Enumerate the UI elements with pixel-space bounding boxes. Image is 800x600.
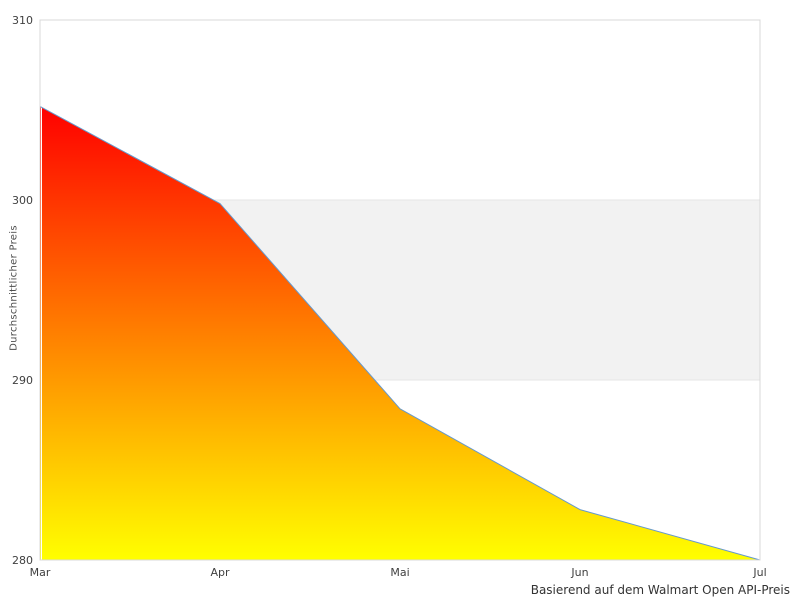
y-axis-title: Durchschnittlicher Preis: [8, 225, 20, 351]
y-tick-label: 300: [12, 194, 33, 207]
y-tick-label: 280: [12, 554, 33, 567]
x-tick-label: Mai: [390, 566, 409, 579]
x-tick-label: Jul: [752, 566, 766, 579]
y-tick-label: 310: [12, 14, 33, 27]
chart-caption: Basierend auf dem Walmart Open API-Preis: [530, 583, 790, 597]
price-line: [39, 105, 761, 561]
x-tick-label: Apr: [210, 566, 230, 579]
y-tick-label: 290: [12, 374, 33, 387]
price-area: [40, 106, 760, 561]
x-tick-label: Jun: [570, 566, 588, 579]
x-tick-label: Mar: [30, 566, 51, 579]
